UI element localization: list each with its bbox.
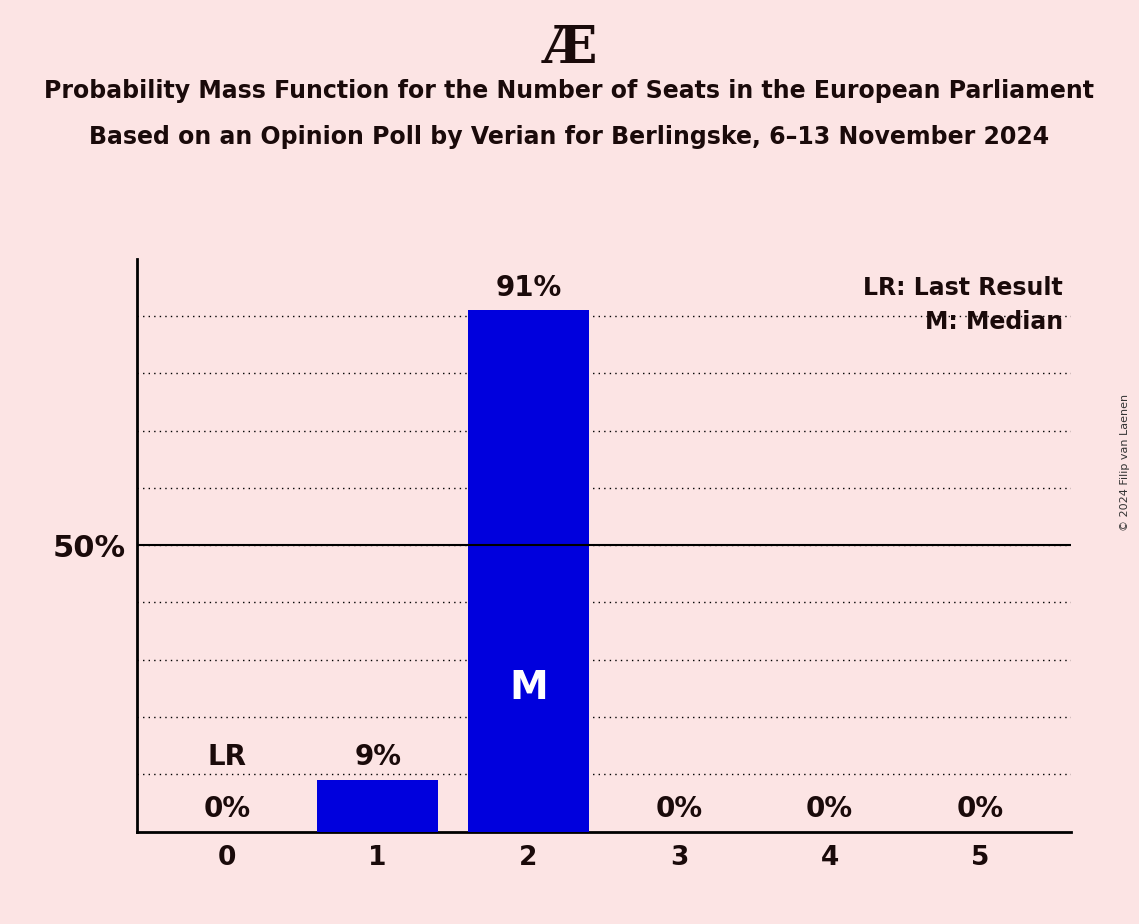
Text: LR: LR <box>207 744 246 772</box>
Text: M: Median: M: Median <box>925 310 1063 334</box>
Text: Based on an Opinion Poll by Verian for Berlingske, 6–13 November 2024: Based on an Opinion Poll by Verian for B… <box>90 125 1049 149</box>
Text: Æ: Æ <box>542 23 597 74</box>
Text: M: M <box>509 669 548 708</box>
Text: 0%: 0% <box>655 795 703 823</box>
Text: 0%: 0% <box>204 795 251 823</box>
Bar <box>318 780 439 832</box>
Text: LR: Last Result: LR: Last Result <box>863 276 1063 300</box>
Text: © 2024 Filip van Laenen: © 2024 Filip van Laenen <box>1120 394 1130 530</box>
Text: 91%: 91% <box>495 274 562 301</box>
Text: Probability Mass Function for the Number of Seats in the European Parliament: Probability Mass Function for the Number… <box>44 79 1095 103</box>
Text: 9%: 9% <box>354 744 401 772</box>
Text: 0%: 0% <box>957 795 1003 823</box>
Text: 0%: 0% <box>806 795 853 823</box>
Bar <box>468 310 589 832</box>
